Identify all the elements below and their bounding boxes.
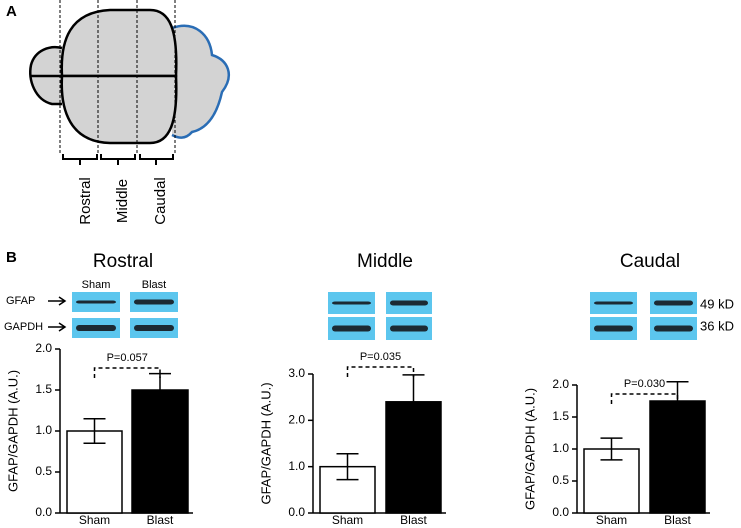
x-tick-label: Blast <box>147 513 174 527</box>
blot-band <box>654 300 693 306</box>
bar <box>131 389 189 514</box>
x-tick-label: Sham <box>332 513 363 527</box>
arrow <box>48 296 67 332</box>
x-tick-label: Sham <box>79 513 110 527</box>
size-label: 36 kD <box>700 318 734 333</box>
significance-bracket <box>610 393 679 404</box>
blot-band <box>76 300 116 304</box>
x-tick-label: Blast <box>664 513 691 527</box>
y-tick-label: 2.0 <box>288 413 305 427</box>
y-tick-label: 3.0 <box>288 366 305 380</box>
error-bar <box>666 381 689 421</box>
error-bar <box>83 417 106 445</box>
x-tick-label: Blast <box>400 513 427 527</box>
y-tick-label: 1.5 <box>552 409 569 423</box>
blot-band <box>594 325 633 332</box>
band-label: GAPDH <box>4 321 43 333</box>
y-tick-label: 0.0 <box>35 505 52 519</box>
y-axis-label: GFAP/GAPDH (A.U.) <box>522 388 537 510</box>
blot-band <box>76 325 116 331</box>
y-tick-label: 1.0 <box>552 441 569 455</box>
panel-label: B <box>6 249 17 266</box>
region-label: Caudal <box>152 177 169 225</box>
y-tick-label: 0.5 <box>35 464 52 478</box>
brain-diagram <box>29 0 231 165</box>
blot-band <box>390 325 428 332</box>
size-label: 49 kD <box>700 296 734 311</box>
y-tick-label: 0.5 <box>552 473 569 487</box>
blot-band <box>654 325 693 332</box>
error-bar <box>600 437 623 461</box>
blot-band <box>594 301 633 305</box>
y-tick-label: 1.0 <box>288 459 305 473</box>
blot-band <box>134 299 174 305</box>
chart-title: Caudal <box>620 251 680 272</box>
chart-title: Middle <box>357 251 413 272</box>
blot-band <box>134 325 174 331</box>
y-tick-label: 0.0 <box>288 505 305 519</box>
y-tick-label: 2.0 <box>552 377 569 391</box>
y-tick-label: 2.0 <box>35 341 52 355</box>
blot-band <box>332 325 371 332</box>
y-tick-label: 1.5 <box>35 382 52 396</box>
error-bar <box>402 374 425 430</box>
y-axis-label: GFAP/GAPDH (A.U.) <box>5 370 20 492</box>
annotation: P=0.030 <box>624 378 665 390</box>
panel-label: A <box>6 3 17 20</box>
error-bar <box>336 452 359 481</box>
y-tick-label: 1.0 <box>35 423 52 437</box>
annotation: P=0.057 <box>107 352 148 364</box>
band-label: GFAP <box>6 295 35 307</box>
region-label: Rostral <box>77 177 94 225</box>
y-tick-label: 0.0 <box>552 505 569 519</box>
lane-label: Blast <box>142 279 166 291</box>
x-tick-label: Sham <box>596 513 627 527</box>
chart-title: Rostral <box>93 251 153 272</box>
y-axis-label: GFAP/GAPDH (A.U.) <box>258 382 273 504</box>
region-label: Middle <box>114 179 131 223</box>
significance-bracket <box>93 367 161 378</box>
lane-label: Sham <box>82 279 111 291</box>
bar <box>66 430 123 514</box>
blot-band <box>332 301 371 305</box>
significance-bracket <box>346 366 415 377</box>
blot-band <box>390 300 428 306</box>
annotation: P=0.035 <box>360 351 401 363</box>
error-bar <box>149 372 171 408</box>
